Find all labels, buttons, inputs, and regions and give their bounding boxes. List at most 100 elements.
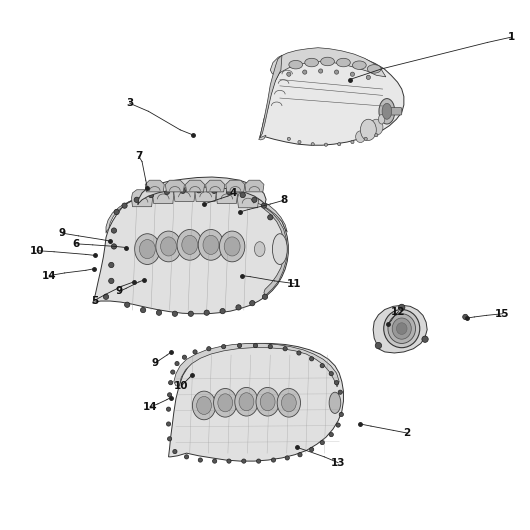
- Polygon shape: [259, 135, 266, 140]
- Circle shape: [338, 390, 342, 394]
- Polygon shape: [169, 343, 343, 461]
- Ellipse shape: [239, 393, 254, 411]
- Polygon shape: [270, 48, 386, 77]
- Circle shape: [213, 459, 217, 463]
- Polygon shape: [195, 184, 216, 201]
- Circle shape: [298, 140, 301, 144]
- Polygon shape: [226, 180, 245, 192]
- Ellipse shape: [281, 394, 296, 412]
- Circle shape: [122, 203, 127, 208]
- Circle shape: [268, 215, 273, 220]
- Ellipse shape: [378, 114, 385, 124]
- Ellipse shape: [396, 323, 407, 334]
- Ellipse shape: [367, 65, 381, 73]
- Text: 14: 14: [42, 271, 57, 280]
- Ellipse shape: [254, 242, 265, 257]
- Polygon shape: [260, 55, 282, 138]
- Text: 10: 10: [30, 246, 45, 255]
- Ellipse shape: [272, 234, 287, 264]
- Circle shape: [211, 188, 217, 193]
- Text: 6: 6: [72, 239, 79, 249]
- Circle shape: [180, 188, 186, 193]
- Ellipse shape: [382, 103, 392, 119]
- Text: 1: 1: [508, 32, 515, 42]
- Circle shape: [422, 336, 428, 342]
- Circle shape: [375, 134, 378, 137]
- Circle shape: [283, 347, 287, 351]
- Circle shape: [109, 262, 114, 268]
- Circle shape: [134, 197, 139, 202]
- Circle shape: [311, 143, 314, 146]
- Circle shape: [253, 343, 258, 348]
- Circle shape: [175, 361, 179, 366]
- Circle shape: [236, 305, 241, 310]
- Circle shape: [109, 278, 114, 284]
- Text: 7: 7: [135, 152, 143, 161]
- Ellipse shape: [321, 57, 334, 66]
- Polygon shape: [264, 207, 287, 296]
- Circle shape: [167, 437, 172, 441]
- Ellipse shape: [135, 234, 160, 264]
- Text: 9: 9: [151, 358, 158, 368]
- Text: 5: 5: [91, 296, 98, 305]
- Polygon shape: [216, 187, 237, 204]
- Ellipse shape: [177, 229, 202, 260]
- Circle shape: [261, 203, 267, 208]
- Polygon shape: [174, 343, 339, 387]
- Polygon shape: [186, 180, 205, 192]
- Circle shape: [111, 228, 117, 233]
- FancyBboxPatch shape: [390, 108, 402, 115]
- Text: 11: 11: [287, 279, 302, 288]
- Circle shape: [164, 189, 170, 195]
- Circle shape: [169, 381, 173, 385]
- Circle shape: [287, 137, 290, 140]
- Ellipse shape: [260, 393, 275, 411]
- Circle shape: [257, 459, 261, 463]
- Text: 2: 2: [403, 428, 411, 438]
- Text: 10: 10: [174, 381, 189, 391]
- Polygon shape: [373, 305, 427, 353]
- Polygon shape: [165, 180, 184, 192]
- Circle shape: [148, 192, 154, 198]
- Text: 14: 14: [143, 402, 157, 412]
- Text: 15: 15: [495, 309, 510, 319]
- Circle shape: [334, 70, 339, 74]
- Circle shape: [366, 75, 370, 80]
- Circle shape: [329, 432, 333, 437]
- Circle shape: [324, 143, 328, 146]
- Polygon shape: [131, 190, 153, 207]
- Circle shape: [240, 192, 245, 198]
- Ellipse shape: [356, 131, 365, 143]
- Circle shape: [207, 347, 211, 351]
- Circle shape: [338, 143, 341, 146]
- Circle shape: [252, 197, 257, 202]
- Text: 8: 8: [280, 196, 287, 205]
- Circle shape: [320, 440, 324, 445]
- Ellipse shape: [219, 231, 245, 262]
- Circle shape: [351, 140, 354, 144]
- Ellipse shape: [256, 387, 279, 416]
- Circle shape: [329, 372, 333, 376]
- Circle shape: [399, 304, 405, 311]
- Text: 12: 12: [391, 307, 406, 316]
- Circle shape: [268, 344, 272, 349]
- Polygon shape: [245, 180, 264, 192]
- Circle shape: [193, 350, 197, 354]
- Polygon shape: [237, 191, 259, 208]
- Circle shape: [125, 302, 130, 307]
- Circle shape: [167, 393, 172, 397]
- Circle shape: [375, 342, 382, 349]
- Polygon shape: [206, 180, 225, 192]
- Circle shape: [298, 453, 302, 457]
- Ellipse shape: [203, 235, 219, 254]
- Ellipse shape: [235, 387, 258, 416]
- Ellipse shape: [198, 229, 224, 260]
- Circle shape: [173, 449, 177, 454]
- Circle shape: [319, 69, 323, 73]
- Text: 4: 4: [229, 189, 237, 198]
- Circle shape: [364, 137, 367, 140]
- Ellipse shape: [156, 231, 181, 262]
- Text: 3: 3: [126, 99, 134, 108]
- Circle shape: [242, 459, 246, 463]
- Circle shape: [271, 458, 276, 462]
